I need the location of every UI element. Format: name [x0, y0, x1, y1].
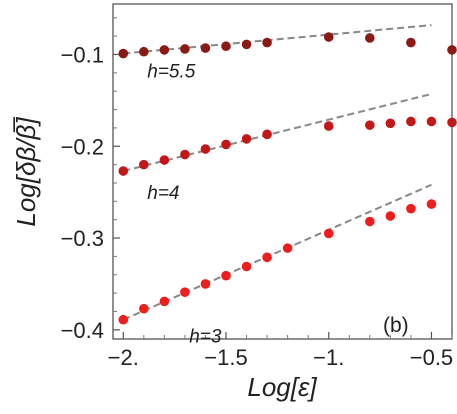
x-axis-ticks: −2. −1.5 −1. −0.5 — [108, 332, 453, 370]
fit-lines — [122, 24, 432, 321]
data-point-h=4 — [385, 118, 396, 129]
data-point-h=5.5 — [447, 45, 457, 55]
series-annotation: h=3 — [189, 327, 222, 348]
y-axis-ticks: −0.1 −0.2 −0.3 −0.4 — [61, 17, 120, 343]
data-point-h=5.5 — [323, 32, 334, 42]
data-point-h=4 — [447, 117, 457, 128]
y-tick-label: −0.4 — [61, 318, 104, 343]
data-point-h=5.5 — [200, 43, 211, 53]
data-point-h=4 — [221, 139, 231, 150]
panel-label: (b) — [383, 314, 409, 337]
data-point-h=3 — [262, 252, 272, 263]
data-point-h=4 — [406, 116, 416, 127]
data-point-h=4 — [200, 144, 211, 154]
y-tick-label: −0.3 — [61, 226, 104, 251]
plot-area — [112, 3, 453, 340]
data-point-h=3 — [365, 216, 375, 227]
series-annotation: h=5.5 — [147, 62, 196, 83]
data-point-h=4 — [426, 116, 437, 127]
data-point-h=3 — [385, 211, 396, 221]
data-point-h=5.5 — [159, 45, 170, 55]
plot-frame — [112, 3, 453, 340]
x-tick-label: −0.5 — [410, 345, 453, 370]
data-point-h=4 — [180, 149, 190, 160]
data-point-h=5.5 — [241, 39, 252, 50]
data-point-h=3 — [118, 314, 129, 325]
data-point-h=3 — [426, 199, 437, 209]
y-axis-title: Log[δβ/β̅] — [11, 117, 41, 227]
data-point-h=4 — [118, 166, 129, 176]
data-point-h=3 — [323, 228, 334, 239]
data-point-h=5.5 — [139, 46, 149, 57]
data-point-h=5.5 — [262, 37, 272, 48]
data-point-h=4 — [159, 155, 170, 165]
data-point-h=5.5 — [365, 33, 375, 43]
data-point-h=5.5 — [221, 41, 231, 52]
data-point-h=3 — [282, 243, 293, 253]
data-point-h=5.5 — [406, 37, 416, 48]
x-tick-label: −1. — [313, 345, 344, 370]
data-point-h=4 — [241, 134, 252, 144]
data-point-h=4 — [365, 120, 375, 130]
data-point-h=3 — [180, 287, 190, 297]
x-tick-label: −2. — [108, 345, 139, 370]
data-point-h=4 — [323, 121, 334, 131]
data-point-h=3 — [200, 279, 211, 289]
x-tick-label: −1.5 — [204, 345, 247, 370]
data-point-h=3 — [159, 296, 170, 307]
x-axis-title: Log[ε] — [247, 372, 317, 402]
y-tick-label: −0.2 — [61, 134, 104, 159]
data-point-h=3 — [241, 261, 252, 272]
data-point-h=4 — [262, 129, 272, 140]
y-tick-label: −0.1 — [61, 42, 104, 67]
data-points — [118, 32, 457, 325]
data-point-h=3 — [221, 270, 231, 281]
fit-line-h=3 — [122, 183, 432, 321]
fit-line-h=5.5 — [123, 24, 432, 55]
series-annotations: h=5.5 h=4 h=3 — [147, 62, 222, 348]
series-annotation: h=4 — [147, 183, 179, 204]
fit-line-h=4 — [123, 92, 432, 173]
data-point-h=3 — [406, 203, 416, 214]
data-point-h=5.5 — [118, 48, 129, 59]
data-point-h=5.5 — [180, 44, 190, 54]
data-point-h=4 — [139, 159, 149, 170]
data-point-h=3 — [139, 303, 149, 314]
